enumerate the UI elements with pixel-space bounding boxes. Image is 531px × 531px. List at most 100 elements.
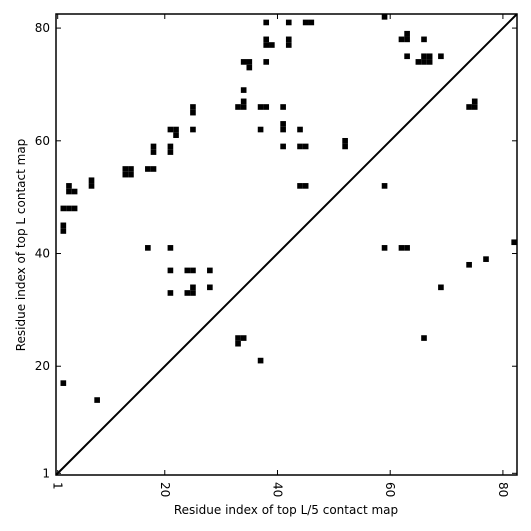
contact-point: [207, 267, 213, 274]
contact-point: [240, 98, 247, 105]
contact-point: [263, 42, 270, 48]
contact-point: [381, 183, 388, 189]
contact-point: [71, 205, 78, 212]
contact-point: [483, 256, 489, 262]
x-tick-label: 20: [158, 482, 172, 497]
contact-point: [240, 104, 247, 110]
contact-point: [60, 380, 67, 386]
contact-point: [94, 397, 100, 403]
contact-point: [60, 222, 67, 229]
contact-point: [280, 126, 286, 133]
contact-point: [404, 245, 410, 251]
contact-point: [190, 284, 196, 291]
contact-point: [184, 267, 191, 274]
contact-point: [167, 149, 174, 155]
x-tick-label: 40: [270, 482, 284, 497]
contact-point: [404, 53, 410, 60]
x-tick-label: 1: [51, 482, 65, 490]
contact-point: [421, 59, 427, 65]
contact-point: [128, 166, 134, 172]
contact-point: [438, 284, 444, 291]
contact-point: [235, 104, 241, 110]
contact-point: [297, 183, 303, 189]
contact-point: [302, 19, 309, 26]
contact-point: [285, 42, 292, 48]
contact-point: [190, 290, 196, 296]
contact-point: [263, 36, 270, 43]
contact-point: [122, 171, 129, 178]
contact-point: [240, 87, 247, 93]
contact-point: [297, 143, 303, 150]
y-tick-label: 20: [35, 359, 50, 373]
contact-point: [71, 188, 78, 195]
contact-point: [128, 171, 134, 178]
contact-point: [511, 239, 517, 246]
contact-point: [184, 290, 191, 296]
contact-point: [257, 104, 264, 110]
contact-point: [167, 267, 174, 274]
contact-point: [240, 59, 247, 65]
contact-point: [190, 267, 196, 274]
contact-point: [150, 149, 157, 155]
x-tick-label: 60: [383, 482, 397, 497]
contact-point: [471, 104, 478, 110]
contact-point: [240, 335, 247, 341]
contact-point: [421, 53, 427, 60]
contact-points: [60, 14, 517, 403]
contact-point: [308, 19, 315, 26]
contact-point: [246, 64, 253, 71]
y-tick-label: 40: [35, 247, 50, 261]
contact-point: [285, 19, 292, 26]
x-tick-label: 80: [496, 482, 510, 497]
diagonal-line: [55, 13, 518, 476]
contact-point: [145, 245, 151, 251]
plot-frame: [55, 13, 518, 476]
contact-point: [145, 166, 151, 172]
contact-point: [66, 183, 72, 189]
contact-point: [263, 104, 270, 110]
contact-point: [257, 357, 264, 364]
contact-point: [471, 98, 478, 105]
contact-point: [257, 126, 264, 133]
contact-point: [302, 143, 309, 150]
y-tick-label: 60: [35, 134, 50, 148]
contact-point: [426, 53, 433, 60]
contact-point: [398, 245, 405, 251]
contact-point: [235, 335, 241, 341]
contact-point: [167, 143, 174, 150]
y-axis-label: Residue index of top L contact map: [14, 139, 28, 352]
contact-point: [381, 14, 388, 20]
contact-point: [342, 137, 348, 144]
contact-point: [342, 143, 348, 150]
contact-point: [415, 59, 422, 65]
contact-point: [150, 143, 157, 150]
contact-point: [280, 143, 286, 150]
contact-point: [466, 104, 472, 110]
contact-point: [207, 284, 213, 291]
contact-point: [173, 132, 179, 138]
contact-point: [60, 228, 67, 234]
contact-point: [263, 59, 270, 65]
contact-point: [60, 205, 67, 212]
contact-point: [66, 188, 72, 195]
contact-point: [190, 126, 196, 133]
contact-point: [190, 109, 196, 116]
contact-point: [438, 53, 444, 60]
contact-point: [426, 59, 433, 65]
contact-point: [398, 36, 405, 43]
contact-point: [246, 59, 253, 65]
contact-point: [421, 335, 427, 341]
contact-point: [66, 205, 72, 212]
contact-point: [122, 166, 129, 172]
contact-point: [285, 36, 292, 43]
contact-point: [280, 104, 286, 110]
contact-point: [173, 126, 179, 133]
y-tick-label: 1: [42, 466, 50, 480]
contact-point: [167, 290, 174, 296]
contact-point: [269, 42, 275, 48]
contact-point: [167, 245, 174, 251]
contact-point: [297, 126, 303, 133]
contact-point: [263, 19, 270, 26]
contact-point: [190, 104, 196, 110]
contact-point: [421, 36, 427, 43]
